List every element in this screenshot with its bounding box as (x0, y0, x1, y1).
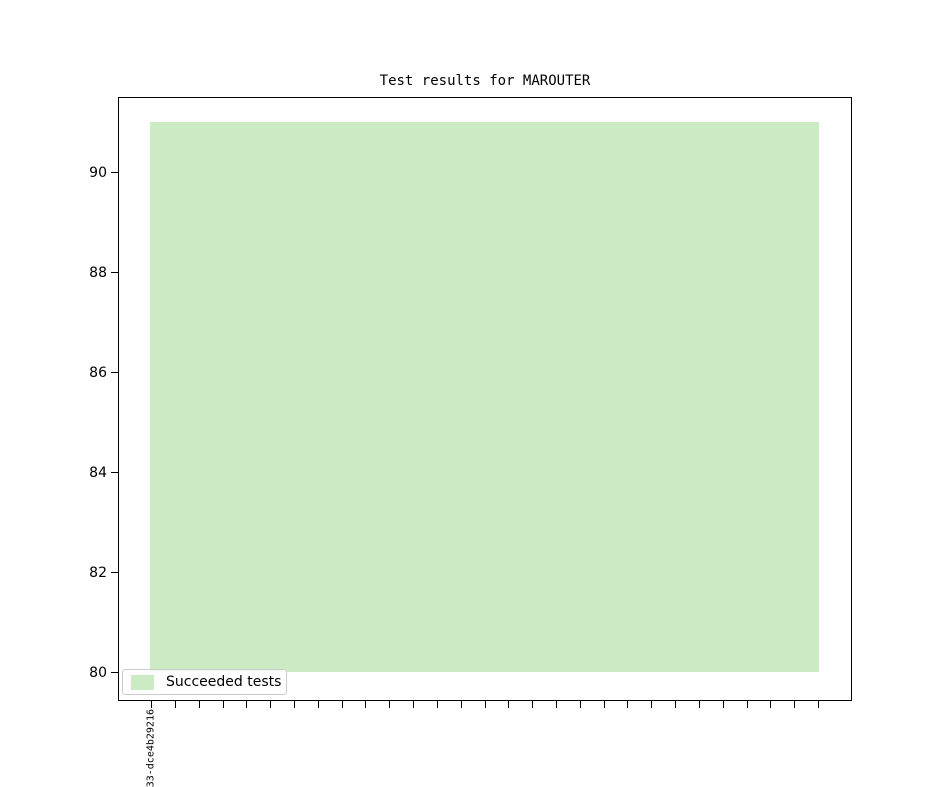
x-tick-mark (174, 701, 176, 708)
y-tick-label: 86 (89, 364, 107, 381)
x-tick-mark (460, 701, 462, 708)
legend-swatch-succeeded (131, 674, 154, 690)
x-tick-mark (222, 701, 224, 708)
x-tick-mark (603, 701, 605, 708)
y-tick-mark (111, 172, 118, 173)
x-tick-mark (698, 701, 700, 708)
x-tick-mark (389, 701, 391, 708)
x-tick-mark (341, 701, 343, 708)
legend-label: Succeeded tests (166, 674, 282, 690)
x-tick-mark (317, 701, 319, 708)
x-tick-label-run: 33-dce4b29216 (145, 709, 157, 787)
x-tick-mark (270, 701, 272, 708)
x-tick-mark (722, 701, 724, 708)
x-tick-mark (746, 701, 748, 708)
y-tick-mark (111, 472, 118, 473)
x-tick-mark (627, 701, 629, 708)
x-tick-mark (484, 701, 486, 708)
x-tick-mark (818, 701, 819, 708)
x-tick-mark (651, 701, 653, 708)
y-tick-label: 90 (89, 164, 107, 181)
y-tick-mark (111, 272, 118, 273)
legend: Succeeded tests (122, 669, 287, 695)
y-tick-mark (111, 672, 118, 673)
x-tick-mark (198, 701, 200, 708)
y-tick-label: 80 (89, 664, 107, 681)
x-tick-mark (532, 701, 534, 708)
y-tick-label: 82 (89, 564, 107, 581)
y-tick-label: 84 (89, 464, 107, 481)
x-tick-mark (293, 701, 295, 708)
x-tick-mark (436, 701, 438, 708)
y-tick-mark (111, 372, 118, 373)
chart-title: Test results for MAROUTER (379, 73, 591, 89)
x-tick-mark (579, 701, 581, 708)
y-tick-label: 88 (89, 264, 107, 281)
x-tick-mark (365, 701, 367, 708)
x-tick-mark (794, 701, 796, 708)
bar-succeeded-tests (150, 122, 819, 672)
x-tick-mark (556, 701, 557, 708)
plot-area: 80 82 84 86 88 90 Succeeded tests (89, 97, 852, 708)
y-tick-mark (111, 572, 118, 573)
x-tick-mark (246, 701, 248, 708)
x-tick-mark (413, 701, 414, 708)
x-tick-mark (508, 701, 510, 708)
x-tick-mark (675, 701, 677, 708)
x-tick-mark (151, 701, 152, 708)
x-tick-mark (770, 701, 772, 708)
